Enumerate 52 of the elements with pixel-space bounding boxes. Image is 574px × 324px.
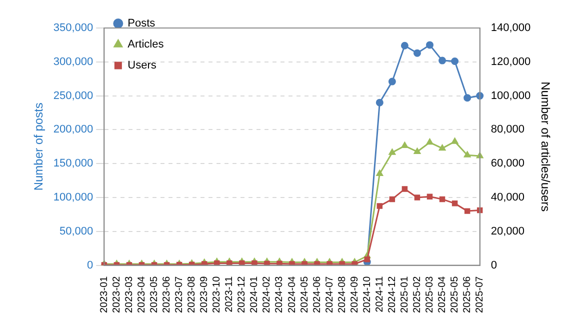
y-tick-label: 0 [87,259,94,272]
x-tick-label: 2025-06 [462,276,474,314]
x-tick-label: 2023-09 [199,276,210,314]
x-tick-label: 2025-01 [399,276,410,314]
x-tick-label: 2023-01 [98,276,110,314]
x-tick-label: 2024-02 [262,276,273,314]
y-tick-label: 150,000 [53,158,94,170]
x-tick-label: 2024-01 [249,276,260,314]
y2-axis-title: Number of articles/users [538,82,552,212]
x-tick-label: 2023-06 [162,276,173,314]
x-tick-label: 2025-03 [424,276,436,314]
y2-tick-label: 0 [490,259,497,272]
y2-tick-label: 100,000 [490,90,531,102]
legend-label: Posts [128,18,156,30]
x-tick-label: 2025-02 [412,276,423,314]
x-tick-label: 2024-08 [336,276,348,314]
y-axis-title: Number of posts [32,102,46,191]
x-tick-label: 2023-04 [136,276,148,314]
y2-tick-label: 120,000 [490,56,531,68]
legend-label: Articles [128,38,164,51]
x-tick-label: 2023-07 [174,276,186,314]
x-tick-label: 2024-11 [374,276,386,312]
x-tick-label: 2023-03 [124,276,135,314]
y2-tick-label: 40,000 [490,192,524,204]
x-tick-label: 2024-05 [299,276,310,314]
y2-tick-label: 140,000 [490,22,531,34]
y2-tick-label: 60,000 [490,158,524,170]
y2-tick-label: 80,000 [490,124,524,136]
x-tick-label: 2023-05 [149,276,160,314]
y-tick-label: 300,000 [53,56,94,68]
x-tick-label: 2023-02 [111,276,122,314]
x-tick-label: 2023-08 [186,276,198,314]
x-tick-label: 2024-04 [286,276,298,314]
y-tick-label: 350,000 [53,22,94,34]
x-tick-label: 2024-09 [349,276,360,314]
x-tick-label: 2024-07 [324,276,336,314]
y-tick-label: 250,000 [53,90,94,102]
x-tick-label: 2023-10 [212,276,223,314]
x-tick-label: 2023-11 [224,276,236,312]
x-tick-label: 2025-07 [474,276,486,314]
x-tick-label: 2024-10 [362,276,373,314]
y2-tick-label: 20,000 [490,225,524,238]
x-tick-label: 2024-03 [274,276,286,314]
x-tick-label: 2024-12 [386,276,398,314]
y-tick-label: 50,000 [60,225,94,238]
x-tick-label: 2025-05 [450,276,461,314]
legend-label: Users [128,60,157,72]
y-tick-label: 100,000 [53,192,94,204]
x-tick-label: 2025-04 [437,276,448,314]
y-tick-label: 200,000 [53,124,94,136]
x-tick-label: 2023-12 [236,276,248,314]
x-tick-label: 2024-06 [312,276,323,314]
